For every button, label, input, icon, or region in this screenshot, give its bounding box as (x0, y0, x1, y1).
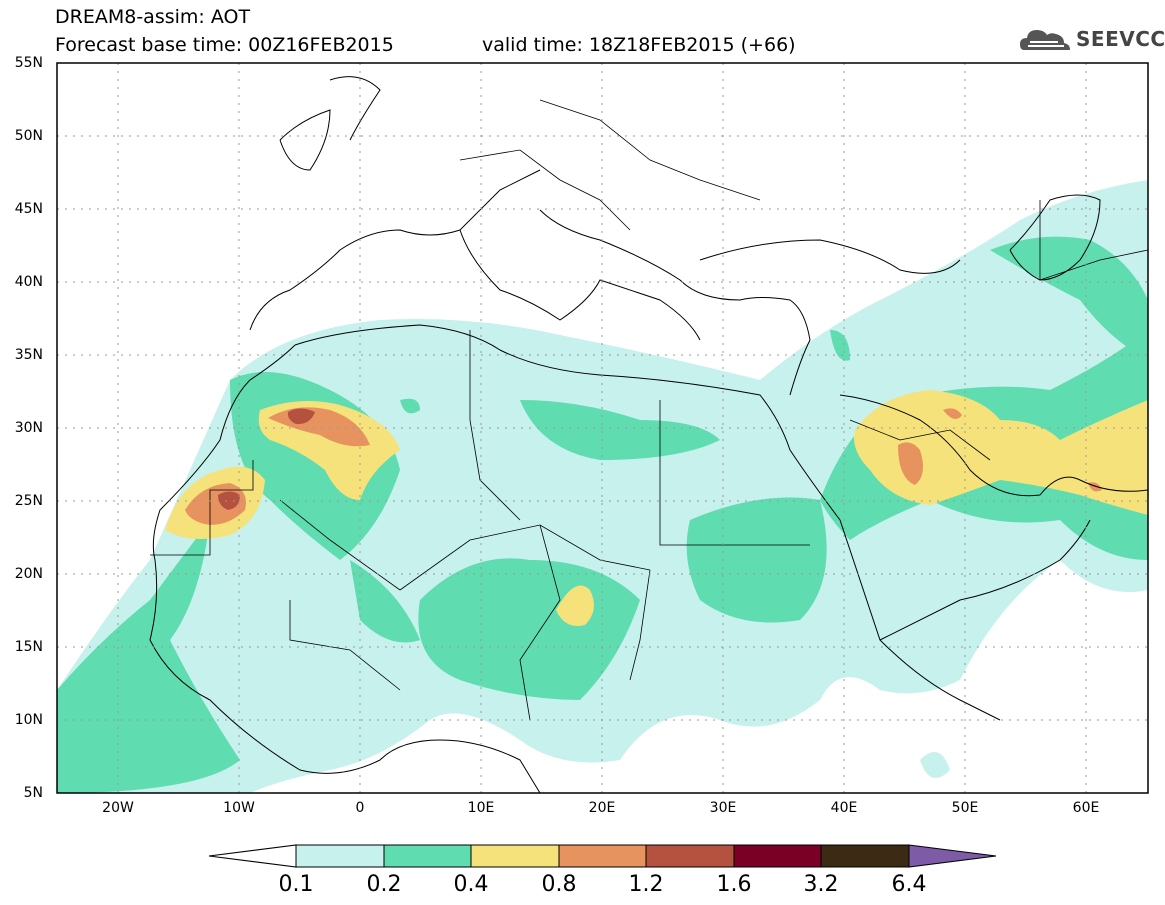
aot-band-0.1 (57, 180, 1148, 793)
forecast-base-time: Forecast base time: 00Z16FEB2015 (55, 34, 394, 56)
lat-label: 45N (14, 201, 43, 217)
map-frame (56, 62, 1149, 794)
colorbar-bin-4 (558, 844, 647, 868)
lat-label: 40N (14, 274, 43, 290)
lon-label: 20E (588, 800, 616, 816)
coastlines (149, 76, 1148, 793)
map-title: DREAM8-assim: AOT (55, 6, 251, 28)
lat-label: 20N (14, 566, 43, 582)
logo-text: SEEVCCC (1076, 27, 1165, 51)
colorbar-bin-1 (295, 844, 385, 868)
lat-label: 5N (23, 785, 43, 801)
colorbar-bin-6 (733, 844, 822, 868)
colorbar (208, 844, 997, 868)
lat-label: 10N (14, 712, 43, 728)
colorbar-bin-5 (645, 844, 735, 868)
colorbar-high-arrow (908, 844, 997, 868)
lon-label: 10E (467, 800, 495, 816)
colorbar-label: 1.2 (628, 872, 664, 897)
lon-label: 0 (355, 800, 365, 816)
colorbar-label: 0.1 (278, 872, 314, 897)
aot-band-1.2 (218, 408, 315, 510)
lon-label: 10W (223, 800, 255, 816)
lon-label: 20W (102, 800, 134, 816)
lat-label: 35N (14, 347, 43, 363)
colorbar-label: 1.6 (716, 872, 752, 897)
colorbar-label: 0.8 (541, 872, 577, 897)
country-borders (150, 99, 1148, 721)
graticule (57, 63, 1148, 793)
lon-label: 60E (1072, 800, 1100, 816)
dust-field (57, 63, 1148, 793)
colorbar-label: 0.2 (366, 872, 402, 897)
lat-label: 30N (14, 420, 43, 436)
lat-label: 15N (14, 639, 43, 655)
colorbar-bin-2 (383, 844, 472, 868)
lon-label: 40E (830, 800, 858, 816)
valid-time: valid time: 18Z18FEB2015 (+66) (482, 34, 796, 56)
lon-label: 50E (951, 800, 979, 816)
colorbar-bin-3 (470, 844, 560, 868)
colorbar-low-arrow (208, 844, 297, 868)
colorbar-label: 6.4 (891, 872, 927, 897)
colorbar-bin-7 (820, 844, 910, 868)
colorbar-label: 3.2 (803, 872, 839, 897)
colorbar-label: 0.4 (453, 872, 489, 897)
cloud-logo-icon (1020, 30, 1070, 50)
lon-label: 30E (709, 800, 737, 816)
lat-label: 50N (14, 128, 43, 144)
lat-label: 25N (14, 493, 43, 509)
lat-label: 55N (14, 55, 43, 71)
